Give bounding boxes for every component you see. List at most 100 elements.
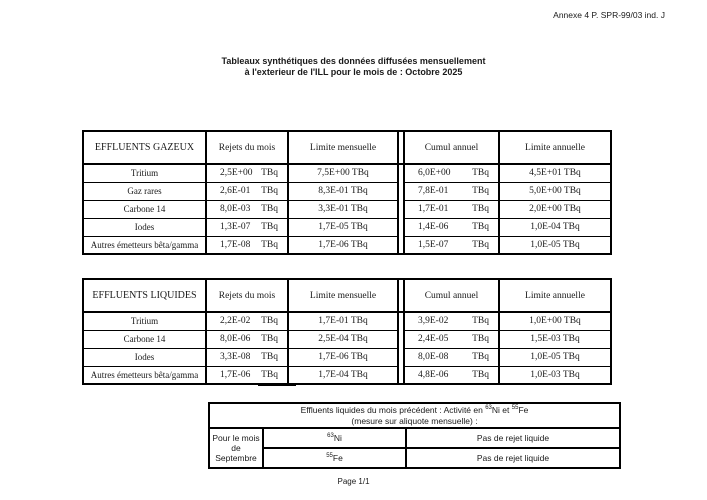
col-header-limite-annuelle: Limite annuelle [498,278,612,313]
rejets-unit: TBq [261,334,278,344]
rejets-cell: 1,3E-07 TBq [205,217,289,237]
cumul-value: 3,9E-02 [418,316,449,327]
table-header-row: EFFLUENTS GAZEUX Rejets du mois Limite m… [82,130,612,165]
table-row: Carbone 14 8,0E-06 TBq 2,5E-04 TBq 2,4E-0… [82,329,612,349]
rejets-cell: 2,5E+00 TBq [205,163,289,183]
limite-annuelle-cell: 1,0E+00 TBq [498,311,612,331]
cumul-cell: 2,4E-05 TBq [403,329,500,349]
rejets-unit: TBq [261,239,278,250]
rejets-value: 1,7E-06 [220,369,251,380]
previous-month-header: Effluents liquides du mois précédent : A… [208,402,621,429]
column-gap [398,366,404,385]
limite-mensuelle-cell: 1,7E-05 TBq [287,217,399,237]
limite-mensuelle-cell: 1,7E-04 TBq [287,365,399,385]
cumul-cell: 1,5E-07 TBq [403,235,500,255]
cumul-unit: TBq [472,168,489,179]
isotope-cell: 55Fe [262,447,407,469]
table-row: Gaz rares 2,6E-01 TBq 8,3E-01 TBq 7,8E-01… [82,181,612,201]
rejets-value: 2,2E-02 [220,316,251,327]
col-header-limite-mensuelle: Limite mensuelle [287,278,399,313]
rejets-cell: 2,6E-01 TBq [205,181,289,201]
page-number: Page 1/1 [337,477,370,486]
cumul-cell: 1,7E-01 TBq [403,199,500,219]
isotope-cell: 63Ni [262,427,407,449]
stray-underline [258,383,296,386]
nuclide-label: Carbone 14 [82,199,207,219]
nuclide-label: Tritium [82,311,207,331]
isotope-mass-number: 55 [326,453,333,460]
header-line-2: (mesure sur aliquote mensuelle) : [351,415,478,426]
limite-mensuelle-cell: 1,7E-06 TBq [287,235,399,255]
cumul-cell: 4,8E-06 TBq [403,365,500,385]
cumul-value: 1,7E-01 [418,204,449,214]
limite-annuelle-cell: 4,5E+01 TBq [498,163,612,183]
cumul-value: 8,0E-08 [418,352,449,362]
table-row: Tritium 2,2E-02 TBq 1,7E-01 TBq 3,9E-02 TB… [82,311,612,331]
table-row: Pour le mois de Septembre 63Ni Pas de re… [208,427,621,469]
limite-annuelle-cell: 1,0E-03 TBq [498,365,612,385]
cumul-value: 6,0E+00 [418,168,451,179]
col-header-limite-mensuelle: Limite mensuelle [287,130,399,165]
col-header-limite-annuelle: Limite annuelle [498,130,612,165]
cumul-unit: TBq [472,369,489,380]
rejets-unit: TBq [261,369,278,380]
result-cell: Pas de rejet liquide [405,427,621,449]
previous-month-table: Effluents liquides du mois précédent : A… [208,402,621,469]
cumul-cell: 7,8E-01 TBq [403,181,500,201]
cumul-cell: 1,4E-06 TBq [403,217,500,237]
limite-mensuelle-cell: 3,3E-01 TBq [287,199,399,219]
col-header-cumul-annuel: Cumul annuel [403,278,500,313]
result-cell: Pas de rejet liquide [405,447,621,469]
limite-annuelle-cell: 1,0E-05 TBq [498,235,612,255]
cumul-unit: TBq [472,334,489,344]
rejets-value: 1,7E-08 [220,239,251,250]
title-line-2: à l'exterieur de l'ILL pour le mois de :… [244,67,463,77]
cumul-unit: TBq [472,316,489,327]
rejets-unit: TBq [261,204,278,214]
nuclide-label: Carbone 14 [82,329,207,349]
cumul-value: 2,4E-05 [418,334,449,344]
isotope-mass-number: 55 [511,404,519,411]
table-row: Autres émetteurs bêta/gamma 1,7E-08 TBq 1… [82,235,612,255]
page-title: Tableaux synthétiques des données diffus… [0,56,707,78]
cumul-unit: TBq [472,186,489,196]
cumul-value: 7,8E-01 [418,186,449,196]
annexe-reference: Annexe 4 P. SPR-99/03 ind. J [553,10,665,20]
cumul-cell: 3,9E-02 TBq [403,311,500,331]
rejets-value: 8,0E-06 [220,334,251,344]
col-header-cumul-annuel: Cumul annuel [403,130,500,165]
limite-mensuelle-cell: 2,5E-04 TBq [287,329,399,349]
cumul-value: 1,4E-06 [418,222,449,232]
isotope-mass-number: 63 [485,404,492,411]
limite-mensuelle-cell: 1,7E-06 TBq [287,347,399,367]
rejets-cell: 3,3E-08 TBq [205,347,289,367]
cumul-unit: TBq [472,239,489,250]
rejets-value: 3,3E-08 [220,352,251,362]
table-row: Autres émetteurs bêta/gamma 1,7E-06 TBq 1… [82,365,612,385]
cumul-unit: TBq [472,222,489,232]
column-gap [398,130,404,165]
cumul-value: 1,5E-07 [418,239,449,250]
limite-mensuelle-cell: 8,3E-01 TBq [287,181,399,201]
table-name-cell: EFFLUENTS GAZEUX [82,130,207,165]
nuclide-label: Tritium [82,163,207,183]
cumul-cell: 6,0E+00 TBq [403,163,500,183]
table-row: 55Fe Pas de rejet liquide [209,447,621,469]
table-row: Tritium 2,5E+00 TBq 7,5E+00 TBq 6,0E+00 TB… [82,163,612,183]
table-row: Carbone 14 8,0E-03 TBq 3,3E-01 TBq 1,7E-0… [82,199,612,219]
nuclide-label: Iodes [82,217,207,237]
title-line-1: Tableaux synthétiques des données diffus… [221,56,486,66]
header-line-1: Effluents liquides du mois précédent : A… [300,404,529,415]
rejets-cell: 2,2E-02 TBq [205,311,289,331]
col-header-rejets: Rejets du mois [205,130,289,165]
column-gap [398,236,404,255]
rejets-unit: TBq [261,222,278,232]
period-cell: Pour le mois de Septembre [208,427,264,469]
rejets-value: 8,0E-03 [220,204,251,214]
limite-mensuelle-cell: 1,7E-01 TBq [287,311,399,331]
table-row: Iodes 1,3E-07 TBq 1,7E-05 TBq 1,4E-06 TBq … [82,217,612,237]
gaseous-effluents-table: EFFLUENTS GAZEUX Rejets du mois Limite m… [82,130,612,255]
table-name-cell: EFFLUENTS LIQUIDES [82,278,207,313]
limite-annuelle-cell: 1,0E-04 TBq [498,217,612,237]
